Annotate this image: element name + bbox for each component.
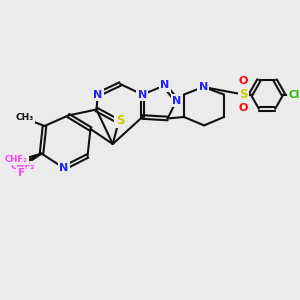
Text: CH₃: CH₃ <box>16 113 34 122</box>
Text: O: O <box>238 76 248 86</box>
Text: CHF₂: CHF₂ <box>10 162 34 171</box>
Text: O: O <box>238 103 248 113</box>
Text: N: N <box>199 82 208 92</box>
Text: F: F <box>18 168 25 178</box>
Text: N: N <box>59 163 68 173</box>
Text: S: S <box>116 113 124 127</box>
Text: N: N <box>138 89 147 100</box>
Text: N: N <box>93 89 103 100</box>
Text: CHF₂: CHF₂ <box>5 155 28 164</box>
Text: N: N <box>160 80 169 91</box>
Text: S: S <box>239 88 248 101</box>
Text: N: N <box>172 95 181 106</box>
Text: Cl: Cl <box>288 89 299 100</box>
